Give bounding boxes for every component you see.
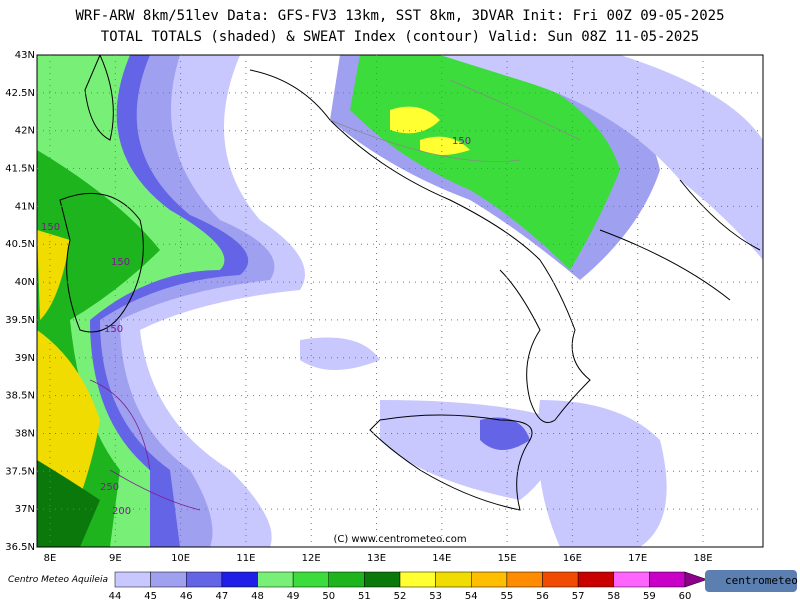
color-swatch: [292, 571, 329, 588]
color-arrow: [684, 571, 708, 588]
color-swatch: [399, 571, 436, 588]
lon-label: 9E: [109, 553, 122, 564]
lat-label: 41.5N: [5, 164, 35, 175]
color-swatch: [221, 571, 258, 588]
contour-label: 150: [111, 257, 130, 268]
contour-label: 200: [112, 506, 131, 517]
lon-label: 13E: [367, 553, 386, 564]
colorbar: 44 45 46 47 48 49 50 51 52 53 54 55 56 57 58 59 60: [109, 571, 708, 600]
lat-label: 43N: [15, 50, 35, 61]
color-swatch: [257, 571, 294, 588]
colorbar-label: 52: [394, 591, 407, 600]
colorbar-label: 44: [109, 591, 122, 600]
lat-label: 39N: [15, 353, 35, 364]
colorbar-label: 48: [251, 591, 264, 600]
colorbar-label: 58: [607, 591, 620, 600]
lat-label: 41N: [15, 201, 35, 212]
color-swatch: [506, 571, 543, 588]
map-area: 43N 42.5N 42N 41.5N 41N 40.5N 40N 39.5N 39N 38.5N…: [5, 50, 764, 564]
colorbar-label: 45: [144, 591, 157, 600]
lat-label: 38N: [15, 428, 35, 439]
lat-label: 37N: [15, 504, 35, 515]
contour-label: 150: [452, 136, 471, 147]
lon-label: 10E: [171, 553, 190, 564]
lon-label: 18E: [693, 553, 712, 564]
credit: (C) www.centrometeo.com: [333, 534, 466, 545]
colorbar-label: 51: [358, 591, 371, 600]
colorbar-label: 53: [429, 591, 442, 600]
color-swatch: [649, 571, 686, 588]
lat-label: 36.5N: [5, 542, 35, 553]
colorbar-label: 49: [287, 591, 300, 600]
colorbar-label: 56: [536, 591, 549, 600]
lat-label: 37.5N: [5, 466, 35, 477]
color-swatch: [471, 571, 508, 588]
colorbar-label: 55: [501, 591, 514, 600]
color-swatch: [364, 571, 401, 588]
map-frame: [36, 54, 764, 548]
color-swatch: [577, 571, 614, 588]
contour-label: 150: [104, 324, 123, 335]
lon-label: 17E: [628, 553, 647, 564]
lon-label: 15E: [498, 553, 517, 564]
lat-label: 39.5N: [5, 315, 35, 326]
title: WRF-ARW 8km/51lev Data: GFS-FV3 13km, SS…: [75, 8, 724, 24]
lon-label: 8E: [44, 553, 57, 564]
color-swatch: [542, 571, 579, 588]
subtitle: TOTAL TOTALS (shaded) & SWEAT Index (con…: [101, 29, 699, 45]
lat-label: 40N: [15, 277, 35, 288]
colorbar-label: 46: [180, 591, 193, 600]
colorbar-label: 54: [465, 591, 478, 600]
contour-label: 250: [100, 482, 119, 493]
contour-label: 150: [41, 222, 60, 233]
color-swatch: [150, 571, 187, 588]
colorbar-label: 47: [216, 591, 229, 600]
color-swatch: [328, 571, 365, 588]
lon-label: 16E: [563, 553, 582, 564]
color-swatch: [435, 571, 472, 588]
color-swatch: [613, 571, 650, 588]
colorbar-label: 60: [679, 591, 692, 600]
color-swatch: [186, 571, 223, 588]
color-swatch: [114, 571, 151, 588]
lon-label: 11E: [236, 553, 255, 564]
colorbar-label: 59: [643, 591, 656, 600]
lat-label: 40.5N: [5, 239, 35, 250]
lat-label: 42N: [15, 126, 35, 137]
lon-label: 12E: [302, 553, 321, 564]
graticule: 43N 42.5N 42N 41.5N 41N 40.5N 40N 39.5N 39N 38.5N…: [5, 50, 763, 564]
lat-label: 42.5N: [5, 88, 35, 99]
lat-label: 38.5N: [5, 391, 35, 402]
logo-right-bg: [705, 570, 797, 592]
logo-right: centrometeo: [725, 574, 798, 587]
colorbar-label: 57: [572, 591, 585, 600]
colorbar-label: 50: [322, 591, 335, 600]
logo-left: Centro Meteo Aquileia: [8, 575, 108, 585]
lon-label: 14E: [432, 553, 451, 564]
